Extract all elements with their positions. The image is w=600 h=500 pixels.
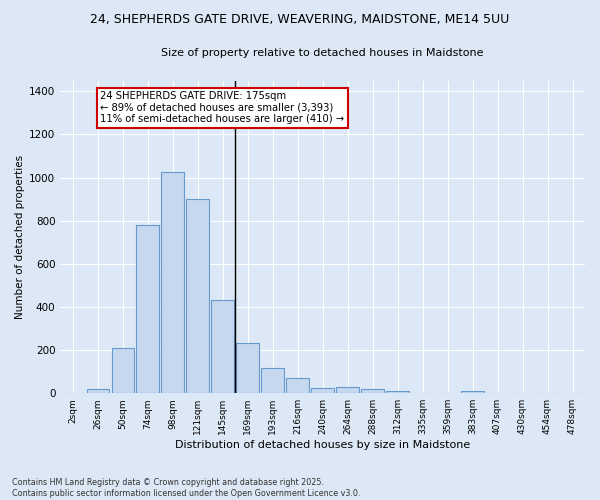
Bar (136, 225, 159, 393)
Bar (112, 348, 134, 393)
Bar (86, 389, 109, 393)
Text: Contains HM Land Registry data © Crown copyright and database right 2025.
Contai: Contains HM Land Registry data © Crown c… (12, 478, 361, 498)
Text: 24 SHEPHERDS GATE DRIVE: 175sqm
← 89% of detached houses are smaller (3,393)
11%: 24 SHEPHERDS GATE DRIVE: 175sqm ← 89% of… (100, 92, 344, 124)
Title: Size of property relative to detached houses in Maidstone: Size of property relative to detached ho… (161, 48, 484, 58)
Y-axis label: Number of detached properties: Number of detached properties (15, 155, 25, 319)
Text: 24, SHEPHERDS GATE DRIVE, WEAVERING, MAIDSTONE, ME14 5UU: 24, SHEPHERDS GATE DRIVE, WEAVERING, MAI… (91, 12, 509, 26)
Bar (286, 378, 309, 393)
X-axis label: Distribution of detached houses by size in Maidstone: Distribution of detached houses by size … (175, 440, 470, 450)
Bar (161, 172, 184, 393)
Bar (311, 388, 334, 393)
Bar (337, 387, 359, 393)
Bar (262, 368, 284, 393)
Bar (211, 300, 234, 393)
Bar (187, 199, 209, 393)
Bar (236, 342, 259, 393)
Bar (386, 391, 409, 393)
Bar (361, 389, 384, 393)
Bar (461, 391, 484, 393)
